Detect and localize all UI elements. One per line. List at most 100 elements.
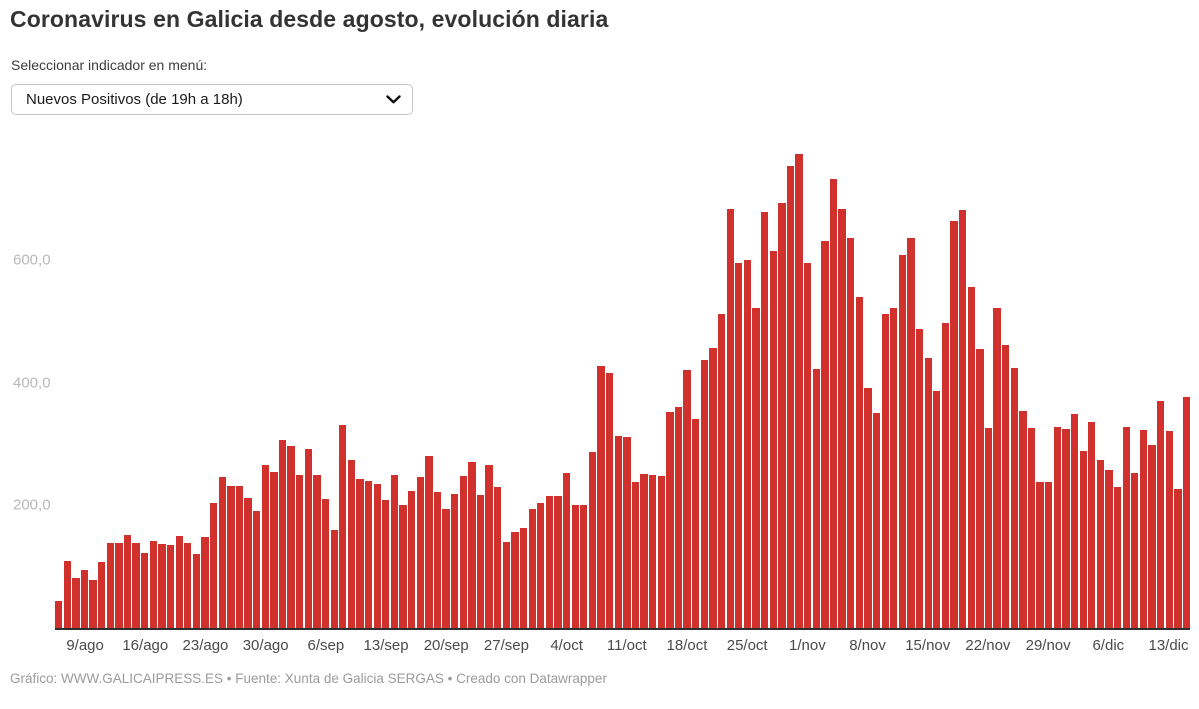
bar[interactable] <box>769 250 777 628</box>
bar[interactable] <box>425 456 433 628</box>
bar[interactable] <box>1182 396 1191 628</box>
bar[interactable] <box>1019 410 1027 628</box>
bar[interactable] <box>106 542 114 628</box>
bar[interactable] <box>1088 421 1096 628</box>
bar[interactable] <box>1174 489 1182 628</box>
bar[interactable] <box>321 498 330 628</box>
bar[interactable] <box>528 508 536 628</box>
bar[interactable] <box>915 329 924 628</box>
bar[interactable] <box>287 445 295 628</box>
bar[interactable] <box>218 477 226 628</box>
bar[interactable] <box>1157 400 1165 628</box>
bar[interactable] <box>330 530 338 628</box>
bar[interactable] <box>278 439 287 628</box>
bar[interactable] <box>166 545 175 628</box>
bar[interactable] <box>924 357 932 628</box>
bar[interactable] <box>674 407 683 628</box>
bar[interactable] <box>511 531 519 628</box>
bar[interactable] <box>296 474 304 628</box>
bar[interactable] <box>270 472 278 628</box>
bar[interactable] <box>666 411 674 628</box>
bar[interactable] <box>364 480 373 628</box>
bar[interactable] <box>726 208 734 628</box>
bar[interactable] <box>1131 472 1139 628</box>
bar[interactable] <box>743 259 752 628</box>
bar[interactable] <box>735 262 743 628</box>
bar[interactable] <box>141 553 149 628</box>
bar[interactable] <box>786 166 795 628</box>
bar[interactable] <box>1122 427 1130 628</box>
bar[interactable] <box>562 472 571 628</box>
bar[interactable] <box>898 254 907 628</box>
bar[interactable] <box>149 541 158 628</box>
bar[interactable] <box>356 479 364 628</box>
bar[interactable] <box>175 535 183 628</box>
bar[interactable] <box>692 418 700 628</box>
bar[interactable] <box>804 262 812 628</box>
bar[interactable] <box>812 369 820 628</box>
bar[interactable] <box>373 484 381 628</box>
bar[interactable] <box>339 425 347 628</box>
bar[interactable] <box>72 577 80 628</box>
bar[interactable] <box>201 536 209 628</box>
bar[interactable] <box>967 286 975 628</box>
bar[interactable] <box>554 496 562 628</box>
bar[interactable] <box>778 203 786 628</box>
bar[interactable] <box>864 388 872 628</box>
bar[interactable] <box>227 485 235 628</box>
bar[interactable] <box>451 493 459 628</box>
bar[interactable] <box>407 490 416 628</box>
bar[interactable] <box>640 473 648 628</box>
bar[interactable] <box>1079 450 1087 628</box>
bar[interactable] <box>537 502 545 628</box>
bar[interactable] <box>55 601 63 628</box>
bar[interactable] <box>1002 345 1010 628</box>
bar[interactable] <box>623 437 631 628</box>
bar[interactable] <box>476 495 485 628</box>
bar[interactable] <box>1010 367 1018 628</box>
bar[interactable] <box>829 178 838 628</box>
bar[interactable] <box>1062 428 1070 628</box>
bar[interactable] <box>855 296 863 628</box>
bar[interactable] <box>1053 426 1061 628</box>
bar[interactable] <box>984 427 993 628</box>
bar[interactable] <box>494 487 502 628</box>
bar[interactable] <box>382 500 390 628</box>
bar[interactable] <box>1139 430 1148 628</box>
bar[interactable] <box>80 569 89 628</box>
bar[interactable] <box>347 460 356 628</box>
bar[interactable] <box>606 373 614 628</box>
bar[interactable] <box>184 542 192 628</box>
bar[interactable] <box>795 154 803 628</box>
bar[interactable] <box>683 370 691 628</box>
bar[interactable] <box>123 534 132 628</box>
bar[interactable] <box>631 481 640 628</box>
bar[interactable] <box>433 492 442 628</box>
bar[interactable] <box>700 359 709 628</box>
bar[interactable] <box>63 560 71 628</box>
bar[interactable] <box>304 448 312 628</box>
bar[interactable] <box>1113 486 1122 628</box>
bar[interactable] <box>132 542 140 628</box>
bar[interactable] <box>502 542 510 628</box>
bar[interactable] <box>253 511 261 628</box>
bar[interactable] <box>519 527 528 628</box>
bar[interactable] <box>115 543 123 628</box>
bar[interactable] <box>89 579 97 628</box>
bar[interactable] <box>614 435 622 628</box>
bar[interactable] <box>1096 459 1105 628</box>
bar[interactable] <box>993 307 1001 628</box>
bar[interactable] <box>545 496 554 628</box>
bar[interactable] <box>571 504 579 628</box>
bar[interactable] <box>890 308 898 628</box>
bar[interactable] <box>244 497 252 628</box>
bar[interactable] <box>399 505 407 628</box>
bar[interactable] <box>881 313 889 628</box>
bar[interactable] <box>485 465 493 628</box>
bar[interactable] <box>597 365 605 628</box>
bar[interactable] <box>950 221 958 628</box>
bar[interactable] <box>976 348 984 628</box>
bar[interactable] <box>1148 444 1156 628</box>
bar[interactable] <box>847 237 855 628</box>
indicator-select[interactable]: Nuevos Positivos (de 19h a 18h) <box>11 84 413 115</box>
